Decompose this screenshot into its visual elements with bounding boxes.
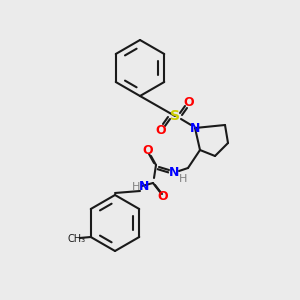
Text: H: H <box>179 174 187 184</box>
Text: N: N <box>190 122 200 134</box>
Text: S: S <box>170 109 180 123</box>
Text: CH₃: CH₃ <box>68 234 86 244</box>
Text: O: O <box>184 95 194 109</box>
Text: H: H <box>132 182 140 192</box>
Text: N: N <box>169 167 179 179</box>
Text: N: N <box>139 181 149 194</box>
Text: O: O <box>156 124 166 136</box>
Text: O: O <box>158 190 168 203</box>
Text: O: O <box>143 145 153 158</box>
